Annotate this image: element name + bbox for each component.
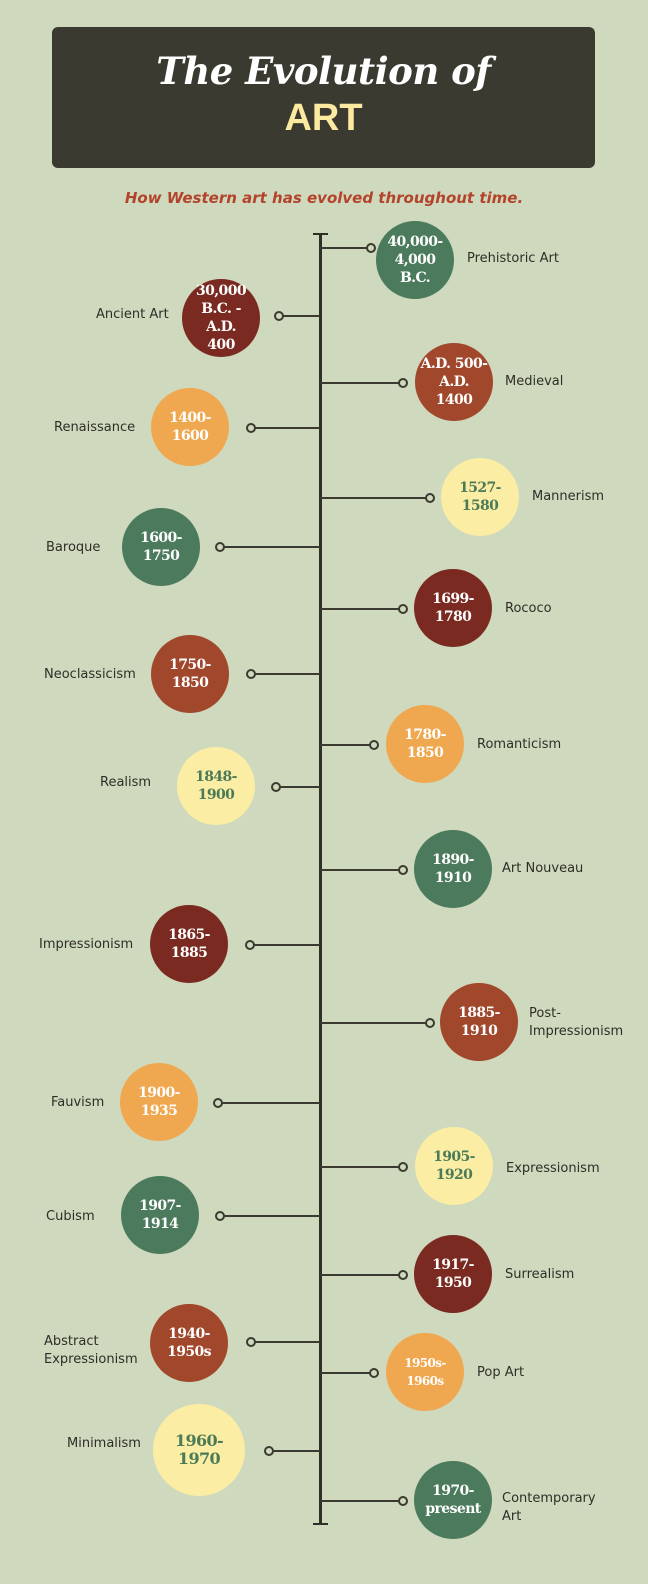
period-name-expressionism: Expressionism [506,1161,600,1176]
timeline-connector [320,608,403,610]
timeline-connector [251,427,320,429]
period-dates-circle-realism: 1848-1900 [177,747,255,825]
period-name-cubism: Cubism [46,1209,95,1224]
timeline-connector [320,1166,403,1168]
period-name-fauvism: Fauvism [51,1095,105,1110]
timeline-connector [320,1022,430,1024]
period-name-contemporary-art: Contemporary Art [502,1491,596,1524]
timeline-dot [425,493,435,503]
timeline-dot [369,740,379,750]
timeline-dot [398,865,408,875]
timeline-dot [215,1211,225,1221]
period-dates-circle-minimalism: 1960-1970 [153,1404,245,1496]
timeline-connector [279,315,320,317]
period-name-minimalism: Minimalism [67,1436,141,1451]
timeline-connector [320,1500,403,1502]
period-name-neoclassicism: Neoclassicism [44,667,136,682]
period-name-baroque: Baroque [46,540,101,555]
period-dates-circle-contemporary-art: 1970- present [414,1461,492,1539]
title-banner: The Evolution of ART [52,27,595,168]
timeline-dot [398,604,408,614]
period-dates-circle-pop-art: 1950s-1960s [386,1333,464,1411]
period-name-ancient-art: Ancient Art [96,307,169,322]
timeline-connector [220,546,320,548]
period-name-pop-art: Pop Art [477,1365,525,1380]
period-name-prehistoric-art: Prehistoric Art [467,251,559,266]
period-name-surrealism: Surrealism [505,1267,575,1282]
timeline-dot [366,243,376,253]
title-line-1: The Evolution of [156,49,491,93]
period-name-art-nouveau: Art Nouveau [502,861,584,876]
timeline-connector [251,673,320,675]
timeline-axis-top-cap [313,233,328,235]
timeline-dot [398,1162,408,1172]
period-name-rococo: Rococo [505,601,552,616]
subtitle: How Western art has evolved throughout t… [124,189,524,207]
timeline-dot [213,1098,223,1108]
period-dates-circle-medieval: A.D. 500- A.D. 1400 [415,343,493,421]
timeline-connector [320,744,374,746]
timeline-connector [320,497,430,499]
timeline-dot [369,1368,379,1378]
timeline-connector [251,1341,320,1343]
period-name-realism: Realism [100,775,152,790]
timeline-connector [250,944,320,946]
timeline-connector [320,1274,403,1276]
timeline-axis [319,234,322,1524]
period-dates-circle-ancient-art: 30,000 B.C. - A.D. 400 [182,279,260,357]
period-dates-circle-romanticism: 1780-1850 [386,705,464,783]
timeline-dot [271,782,281,792]
period-dates-circle-prehistoric-art: 40,000- 4,000 B.C. [376,221,454,299]
timeline-connector [220,1215,320,1217]
timeline-connector [320,1372,374,1374]
period-dates-circle-mannerism: 1527-1580 [441,458,519,536]
timeline-axis-bottom-cap [313,1523,328,1525]
timeline-dot [264,1446,274,1456]
timeline-connector [276,786,320,788]
period-name-impressionism: Impressionism [39,937,134,952]
period-name-romanticism: Romanticism [477,737,562,752]
period-name-renaissance: Renaissance [54,420,136,435]
timeline-dot [246,1337,256,1347]
period-dates-circle-post-impressionism: 1885-1910 [440,983,518,1061]
period-name-abstract-expressionism: Abstract Expressionism [44,1334,138,1367]
timeline-dot [245,940,255,950]
timeline-connector [320,247,371,249]
timeline-dot [425,1018,435,1028]
period-dates-circle-surrealism: 1917-1950 [414,1235,492,1313]
period-dates-circle-neoclassicism: 1750-1850 [151,635,229,713]
period-dates-circle-impressionism: 1865-1885 [150,905,228,983]
timeline-connector [269,1450,320,1452]
timeline-dot [215,542,225,552]
period-dates-circle-baroque: 1600-1750 [122,508,200,586]
timeline-dot [246,423,256,433]
timeline-dot [246,669,256,679]
period-name-mannerism: Mannerism [532,489,605,504]
period-dates-circle-cubism: 1907-1914 [121,1176,199,1254]
timeline-connector [218,1102,320,1104]
period-dates-circle-fauvism: 1900-1935 [120,1063,198,1141]
period-dates-circle-abstract-expressionism: 1940-1950s [150,1304,228,1382]
period-dates-circle-art-nouveau: 1890-1910 [414,830,492,908]
timeline-dot [398,378,408,388]
period-dates-circle-rococo: 1699-1780 [414,569,492,647]
period-dates-circle-renaissance: 1400-1600 [151,388,229,466]
timeline-connector [320,869,403,871]
timeline-dot [274,311,284,321]
period-name-post-impressionism: Post- Impressionism [529,1006,624,1039]
timeline-dot [398,1496,408,1506]
timeline-connector [320,382,403,384]
period-dates-circle-expressionism: 1905-1920 [415,1127,493,1205]
period-name-medieval: Medieval [505,374,564,389]
timeline-dot [398,1270,408,1280]
title-line-2: ART [284,97,363,139]
